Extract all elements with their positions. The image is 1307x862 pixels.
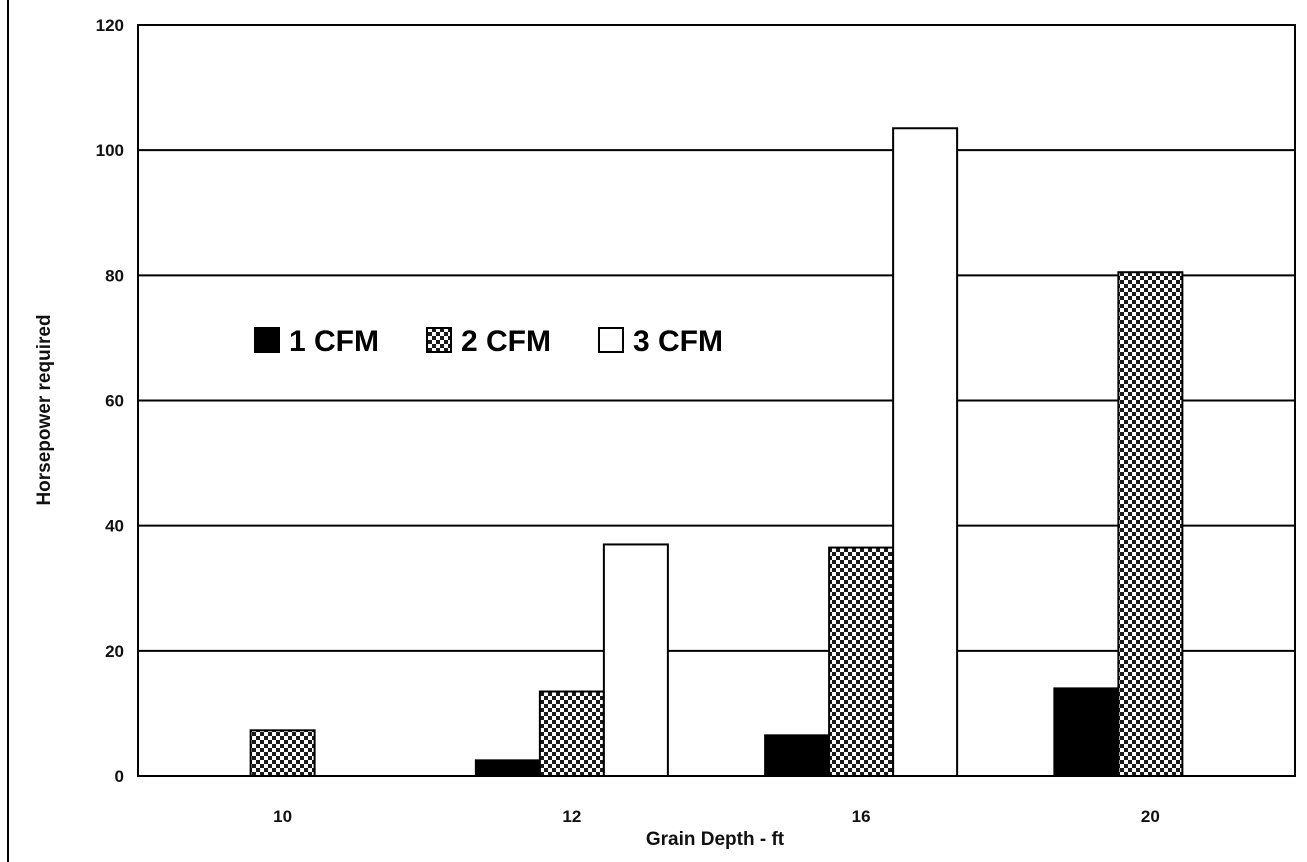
- y-axis-title: Horsepower required: [34, 314, 55, 505]
- bar-1-cfm-16: [764, 734, 831, 778]
- x-axis-title: Grain Depth - ft: [646, 829, 785, 850]
- x-tick-label: 20: [1141, 807, 1160, 826]
- y-tick-label: 60: [105, 392, 124, 411]
- legend: 1 CFM 2 CFM 3 CFM: [254, 325, 723, 358]
- bar-2-cfm-12: [538, 690, 605, 778]
- legend-swatch-2-cfm: [426, 327, 452, 353]
- legend-label-1-cfm: 1 CFM: [289, 325, 379, 358]
- bar-3-cfm-16: [892, 127, 959, 777]
- y-tick-label: 40: [105, 517, 124, 536]
- x-tick-label: 10: [273, 807, 292, 826]
- legend-label-3-cfm: 3 CFM: [633, 325, 723, 358]
- legend-label-2-cfm: 2 CFM: [461, 325, 551, 358]
- bar-1-cfm-12: [474, 759, 541, 778]
- bars: [249, 127, 1184, 778]
- y-tick-labels: 0 20 40 60 80 100 120: [96, 16, 124, 786]
- y-tick-label: 120: [96, 16, 124, 35]
- bar-1-cfm-20: [1053, 687, 1120, 778]
- y-tick-label: 80: [105, 266, 124, 285]
- y-tick-label: 100: [96, 141, 124, 160]
- y-tick-label: 20: [105, 642, 124, 661]
- x-tick-label: 16: [852, 807, 871, 826]
- bar-3-cfm-12: [602, 543, 669, 777]
- legend-swatch-3-cfm: [598, 327, 624, 353]
- legend-swatch-1-cfm: [254, 327, 280, 353]
- bar-2-cfm-20: [1117, 271, 1184, 777]
- bar-2-cfm-16: [828, 546, 895, 778]
- bar-2-cfm-10: [249, 729, 316, 777]
- x-tick-label: 12: [562, 807, 581, 826]
- y-tick-label: 0: [115, 767, 124, 786]
- x-tick-labels: 10 12 16 20: [273, 807, 1160, 826]
